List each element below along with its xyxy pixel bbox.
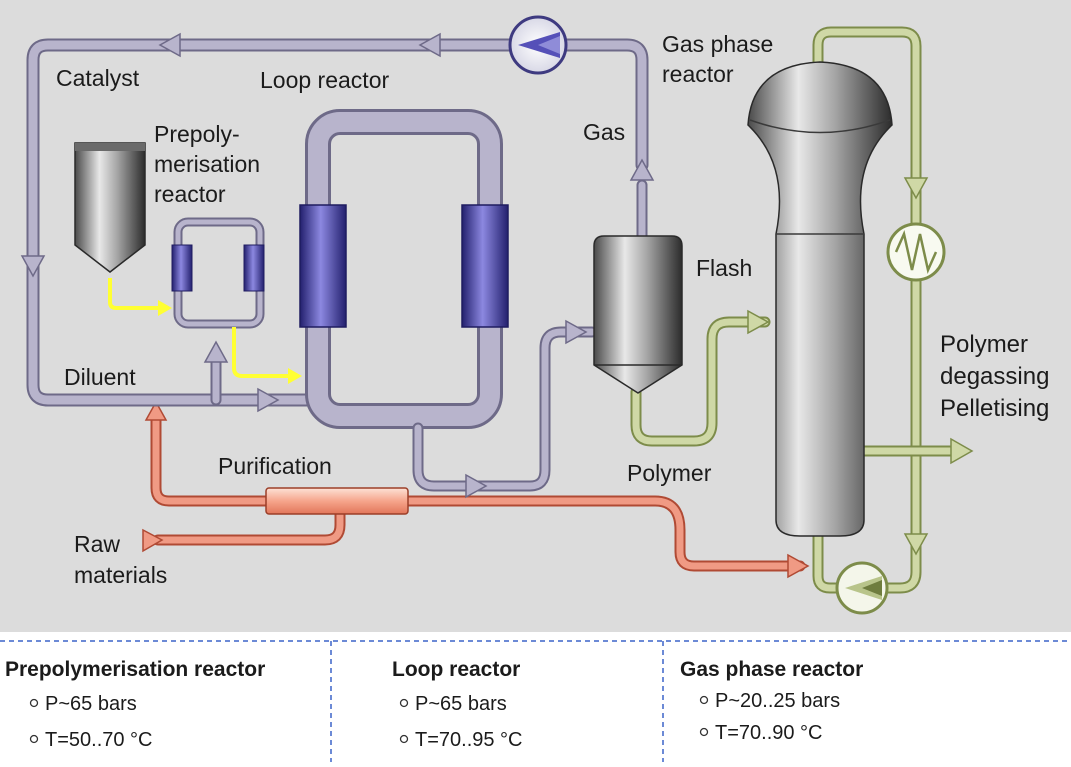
flash-vessel	[593, 235, 683, 394]
loop-reactor-pipes	[26, 38, 649, 492]
label-output-line2: degassing	[940, 363, 1049, 390]
flash-inlet-arrow	[565, 319, 588, 345]
recycle-compressor	[835, 561, 889, 615]
gas-up-arrow	[629, 158, 655, 181]
label-prepoly-line2: merisation	[154, 151, 260, 177]
label-gas-phase-line1: Gas phase	[662, 31, 773, 57]
diluent-right-arrow	[257, 387, 280, 413]
polymer-into-reactor-arrow	[747, 309, 770, 335]
raw-material-pipes	[150, 414, 806, 572]
bullet-icon	[29, 734, 39, 744]
loop-arrow-top-right	[418, 32, 441, 58]
catalyst-down-arrow	[20, 255, 46, 278]
bullet-icon	[399, 734, 409, 744]
prepoly-jacket-right	[243, 244, 265, 292]
bullet-icon	[699, 727, 709, 737]
catalyst-arrow-head-2	[288, 368, 302, 384]
label-raw: Raw	[74, 531, 120, 557]
conditions-title: Gas phase reactor	[680, 658, 863, 681]
loop-jacket-right	[461, 204, 509, 328]
label-purification: Purification	[218, 453, 332, 479]
loop-jacket-left	[299, 204, 347, 328]
label-output-line3: Pelletising	[940, 395, 1049, 422]
gas-compressor	[508, 15, 568, 75]
conditions-column-loop: Loop reactor P~65 bars T=70..95 °C	[392, 658, 523, 751]
pelletising-out-arrow	[950, 437, 974, 465]
conditions-temperature: T=50..70 °C	[45, 729, 153, 751]
conditions-pressure: P~65 bars	[415, 693, 507, 715]
conditions-title: Loop reactor	[392, 658, 520, 681]
label-catalyst: Catalyst	[56, 65, 140, 91]
loop-outlet-arrow	[465, 473, 488, 499]
conditions-panel	[0, 632, 1071, 762]
label-diluent: Diluent	[64, 364, 136, 390]
label-gas: Gas	[583, 119, 625, 145]
prepoly-jacket-left	[171, 244, 193, 292]
polymer-pipes	[630, 26, 956, 594]
label-prepoly-line3: reactor	[154, 181, 226, 207]
catalyst-transfer-arrows	[108, 278, 290, 378]
recycle-down-arrow-lower	[903, 533, 929, 556]
catalyst-hopper	[74, 142, 146, 273]
label-loop-reactor: Loop reactor	[260, 67, 389, 93]
label-output-line1: Polymer	[940, 331, 1028, 358]
bullet-icon	[29, 698, 39, 708]
conditions-column-prepoly: Prepolymerisation reactor P~65 bars T=50…	[5, 658, 265, 751]
catalyst-arrow-head-1	[158, 300, 172, 316]
bullet-icon	[399, 698, 409, 708]
conditions-temperature: T=70..90 °C	[715, 722, 823, 744]
label-flash: Flash	[696, 255, 752, 281]
raw-materials-arrow	[142, 528, 164, 553]
prepoly-up-arrow	[203, 340, 229, 363]
purification-unit	[265, 487, 409, 515]
label-polymer: Polymer	[627, 460, 712, 486]
gas-phase-reactor-vessel	[747, 61, 893, 537]
conditions-title: Prepolymerisation reactor	[5, 658, 265, 681]
loop-arrow-top-left	[158, 32, 181, 58]
label-gas-phase-line2: reactor	[662, 61, 734, 87]
conditions-pressure: P~65 bars	[45, 693, 137, 715]
diluent-feed-arrow	[144, 400, 168, 421]
conditions-column-gas-phase: Gas phase reactor P~20..25 bars T=70..90…	[680, 658, 863, 744]
recycle-down-arrow-upper	[903, 177, 929, 200]
raw-to-gas-reactor-arrow	[787, 553, 810, 579]
label-materials: materials	[74, 562, 167, 588]
bullet-icon	[699, 695, 709, 705]
heat-exchanger	[886, 222, 946, 282]
label-prepoly-line1: Prepoly-	[154, 121, 240, 147]
conditions-pressure: P~20..25 bars	[715, 690, 840, 712]
conditions-temperature: T=70..95 °C	[415, 729, 523, 751]
